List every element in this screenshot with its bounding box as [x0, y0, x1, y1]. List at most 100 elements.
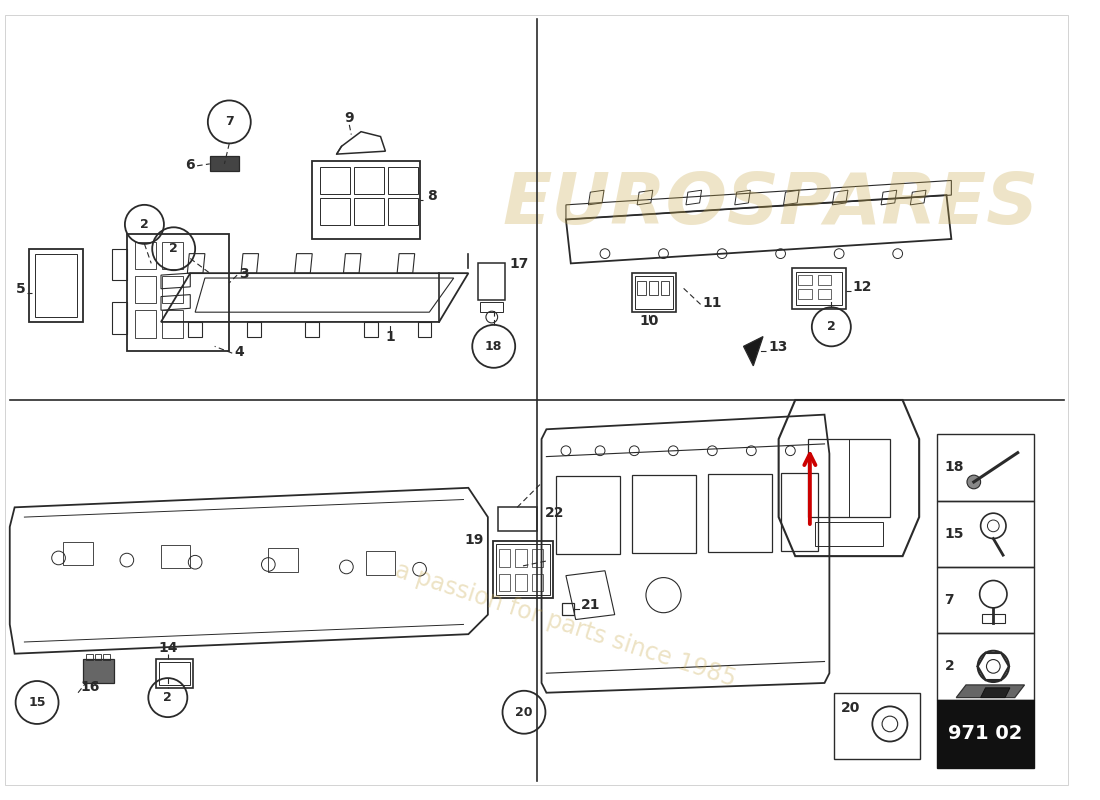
Bar — [162, 276, 184, 303]
Bar — [937, 434, 1034, 501]
Text: 2: 2 — [164, 691, 173, 704]
Bar — [162, 310, 184, 338]
Text: 19: 19 — [464, 534, 484, 547]
Bar — [515, 574, 527, 591]
Text: 7: 7 — [945, 593, 954, 607]
Bar — [799, 289, 812, 298]
Bar — [126, 234, 229, 351]
Bar — [792, 268, 846, 310]
Text: 16: 16 — [80, 680, 99, 694]
Bar — [496, 545, 550, 595]
Bar — [312, 161, 419, 239]
Bar — [103, 654, 110, 659]
Bar — [162, 242, 184, 270]
Bar — [632, 475, 695, 553]
Bar — [156, 658, 194, 688]
Bar — [799, 275, 812, 285]
Text: 6: 6 — [186, 158, 195, 172]
Bar — [388, 198, 418, 226]
Bar — [364, 322, 377, 337]
Bar — [632, 273, 676, 312]
Bar — [160, 662, 190, 685]
Bar — [320, 166, 350, 194]
Text: 18: 18 — [485, 340, 503, 353]
Bar — [515, 550, 527, 567]
Bar — [937, 699, 1034, 768]
Bar — [493, 542, 553, 598]
Bar — [134, 276, 156, 303]
Bar — [815, 522, 883, 546]
Text: 4: 4 — [234, 345, 244, 359]
Bar — [637, 281, 646, 294]
Bar — [531, 550, 543, 567]
Bar — [937, 501, 1034, 567]
Polygon shape — [980, 688, 1010, 698]
Bar — [354, 166, 384, 194]
Polygon shape — [956, 685, 1024, 698]
Bar — [95, 654, 101, 659]
Bar — [562, 603, 574, 614]
Bar — [807, 439, 890, 517]
Bar — [817, 289, 832, 298]
Bar — [134, 242, 156, 270]
Bar — [320, 198, 350, 226]
Bar — [661, 281, 670, 294]
Bar — [134, 310, 156, 338]
Text: 13: 13 — [769, 340, 789, 354]
Text: 9: 9 — [344, 111, 354, 125]
Bar — [796, 272, 843, 306]
Text: a passion for parts since 1985: a passion for parts since 1985 — [393, 558, 739, 691]
Bar — [388, 166, 418, 194]
Text: 971 02: 971 02 — [948, 724, 1023, 743]
Bar — [497, 507, 537, 530]
Bar — [480, 302, 504, 312]
Text: 3: 3 — [239, 267, 249, 281]
Bar — [30, 249, 82, 322]
Bar — [981, 614, 1005, 623]
Bar — [246, 322, 261, 337]
Text: 7: 7 — [224, 115, 233, 129]
Text: 21: 21 — [581, 598, 601, 612]
Text: 20: 20 — [515, 706, 532, 718]
Text: 2: 2 — [827, 320, 836, 334]
Bar — [817, 275, 832, 285]
Bar — [478, 263, 505, 301]
Bar — [82, 658, 114, 683]
Text: 22: 22 — [544, 506, 564, 520]
Bar — [498, 574, 510, 591]
Bar — [937, 567, 1034, 634]
Text: 18: 18 — [945, 460, 964, 474]
Bar — [64, 542, 92, 566]
Bar — [557, 476, 619, 554]
Bar — [498, 550, 510, 567]
Bar — [306, 322, 319, 337]
Bar — [649, 281, 658, 294]
Text: 1: 1 — [385, 330, 395, 345]
Text: 2: 2 — [945, 659, 955, 674]
Bar — [418, 322, 431, 337]
Bar — [834, 693, 920, 759]
Text: 15: 15 — [29, 696, 46, 709]
Text: 12: 12 — [852, 280, 872, 294]
Text: 2: 2 — [140, 218, 148, 231]
Text: 17: 17 — [509, 258, 529, 271]
Bar — [188, 322, 202, 337]
Text: 10: 10 — [639, 314, 659, 328]
Bar — [937, 634, 1034, 699]
Bar — [112, 249, 126, 280]
Text: 15: 15 — [945, 526, 964, 541]
Bar — [354, 198, 384, 226]
Text: 20: 20 — [842, 702, 860, 715]
Bar — [86, 654, 92, 659]
Bar — [531, 574, 543, 591]
Bar — [268, 548, 298, 572]
Bar — [161, 545, 190, 569]
Bar — [366, 551, 395, 575]
Polygon shape — [744, 337, 763, 366]
Bar — [635, 276, 673, 310]
Polygon shape — [210, 156, 239, 170]
Text: EUROSPARES: EUROSPARES — [503, 170, 1040, 239]
Text: 5: 5 — [15, 282, 25, 296]
Bar — [708, 474, 772, 552]
Text: 11: 11 — [703, 296, 722, 310]
